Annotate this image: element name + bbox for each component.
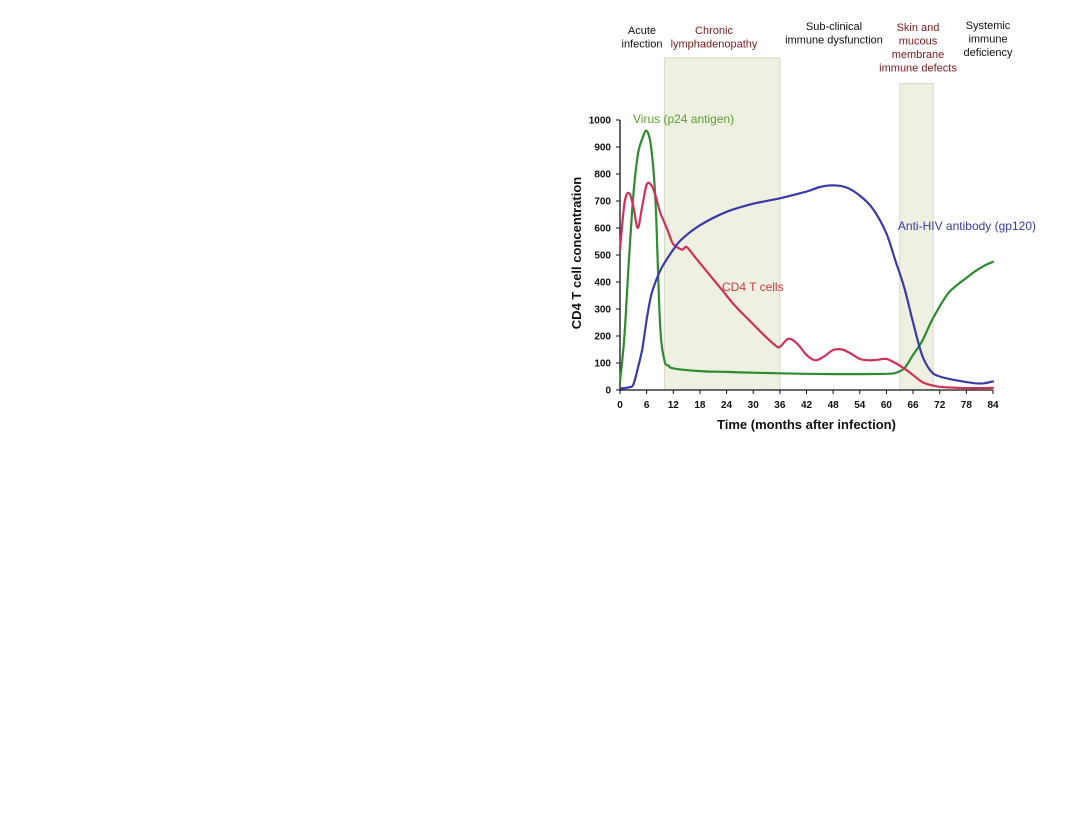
series-labels: Virus (p24 antigen) CD4 T cells Anti-HIV a… (633, 112, 1036, 294)
phase-systemic: Systemic immune deficiency (964, 20, 1013, 59)
x-tick-label: 6 (644, 400, 650, 411)
x-tick-label: 18 (694, 400, 706, 411)
shaded-region-2 (899, 83, 934, 391)
phase-labels: Acute infection Chronic lymphadenopathy Sub-… (622, 20, 1013, 75)
x-tick-label: 24 (721, 400, 733, 411)
virus-series-label: Virus (p24 antigen) (633, 112, 734, 126)
antibody-line (618, 184, 995, 390)
phase-label-line: Chronic (695, 25, 733, 37)
y-tick-label: 300 (594, 305, 611, 316)
phase-label-line: mucous (899, 36, 938, 48)
x-axis-title: Time (months after infection) (717, 417, 896, 432)
y-tick-label: 800 (594, 170, 611, 181)
y-tick-label: 1000 (589, 116, 612, 127)
shaded-region-1 (663, 57, 781, 391)
x-tick-label: 54 (854, 400, 866, 411)
virus-line (618, 129, 995, 383)
chart-axes: 0 100 200 300 400 500 600 700 800 900 1000 0 6 12 18 24… (589, 116, 999, 412)
phase-label-line: infection (622, 39, 663, 51)
y-tick-label: 500 (594, 251, 611, 262)
phase-label-line: immune (968, 34, 1007, 46)
y-tick-label: 200 (594, 332, 611, 343)
x-tick-label: 12 (668, 400, 680, 411)
phase-label-line: Skin and (897, 22, 940, 34)
y-tick-label: 700 (594, 197, 611, 208)
phase-label-line: Acute (628, 25, 656, 37)
x-tick-label: 48 (828, 400, 840, 411)
phase-label-line: immune defects (879, 63, 957, 75)
antibody-series-label: Anti-HIV antibody (gp120) (898, 219, 1036, 233)
cd4-series-label: CD4 T cells (722, 280, 784, 294)
phase-label-line: Systemic (966, 20, 1011, 32)
y-tick-label: 900 (594, 143, 611, 154)
y-axis-title: CD4 T cell concentration (569, 177, 584, 329)
x-tick-label: 60 (881, 400, 893, 411)
phase-acute-infection: Acute infection (622, 25, 663, 51)
x-tick-label: 78 (961, 400, 973, 411)
phase-label-line: immune dysfunction (785, 35, 883, 47)
y-tick-label: 400 (594, 278, 611, 289)
shaded-regions (663, 57, 934, 391)
y-tick-label: 0 (605, 386, 611, 397)
y-tick-label: 100 (594, 359, 611, 370)
x-tick-label: 72 (934, 400, 946, 411)
phase-sub-clinical: Sub-clinical immune dysfunction (785, 21, 883, 47)
y-tick-label: 600 (594, 224, 611, 235)
phase-label-line: Sub-clinical (806, 21, 862, 33)
phase-label-line: lymphadenopathy (671, 39, 758, 51)
phase-label-line: deficiency (964, 47, 1013, 59)
x-tick-label: 84 (987, 400, 999, 411)
x-tick-label: 30 (748, 400, 760, 411)
phase-label-line: membrane (892, 49, 945, 61)
phase-chronic-lymphadenopathy: Chronic lymphadenopathy (671, 25, 758, 51)
x-tick-label: 66 (908, 400, 920, 411)
cd4-t-cells-line (618, 181, 995, 390)
data-series (618, 129, 995, 390)
x-tick-label: 36 (774, 400, 786, 411)
x-tick-label: 42 (801, 400, 813, 411)
phase-skin-mucous: Skin and mucous membrane immune defects (879, 22, 957, 75)
x-tick-label: 0 (617, 400, 623, 411)
